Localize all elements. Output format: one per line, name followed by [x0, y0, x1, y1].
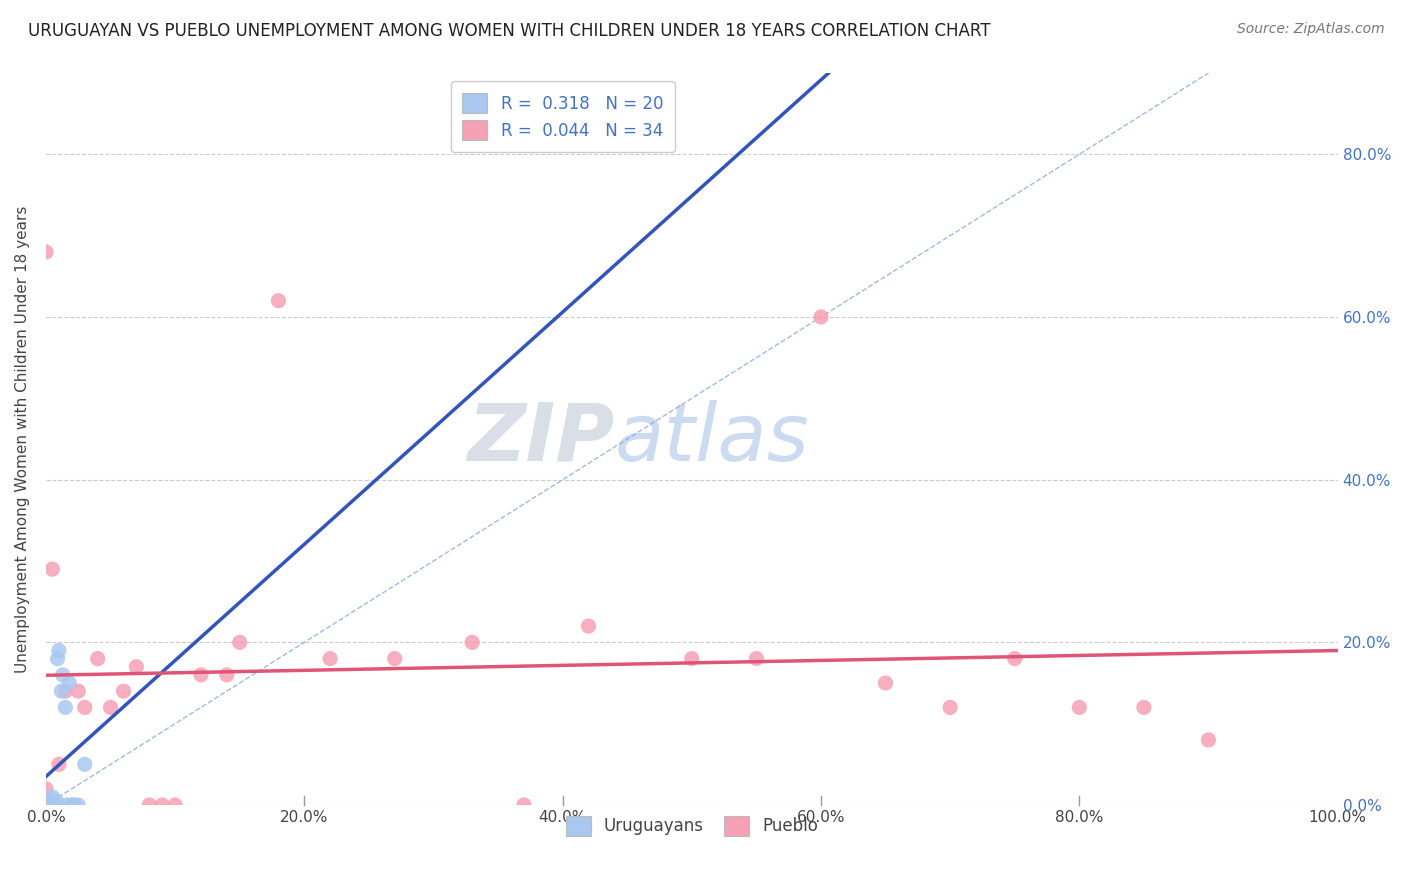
- Point: [1004, 651, 1026, 665]
- Point: [48, 643, 70, 657]
- Point: [60, 797, 83, 812]
- Point: [41, 794, 63, 808]
- Point: [745, 651, 768, 665]
- Point: [35, 797, 58, 812]
- Point: [73, 757, 96, 772]
- Point: [267, 293, 290, 308]
- Point: [58, 676, 80, 690]
- Point: [41, 562, 63, 576]
- Point: [35, 781, 58, 796]
- Text: ZIP: ZIP: [467, 400, 614, 478]
- Point: [86, 651, 108, 665]
- Point: [190, 668, 212, 682]
- Point: [55, 797, 77, 812]
- Text: Source: ZipAtlas.com: Source: ZipAtlas.com: [1237, 22, 1385, 37]
- Point: [53, 700, 76, 714]
- Point: [44, 797, 66, 812]
- Point: [1069, 700, 1091, 714]
- Point: [513, 797, 536, 812]
- Point: [112, 684, 135, 698]
- Point: [165, 797, 187, 812]
- Point: [48, 757, 70, 772]
- Point: [461, 635, 484, 649]
- Point: [51, 684, 73, 698]
- Y-axis label: Unemployment Among Women with Children Under 18 years: Unemployment Among Women with Children U…: [15, 205, 30, 673]
- Point: [681, 651, 703, 665]
- Point: [39, 797, 62, 812]
- Point: [319, 651, 342, 665]
- Point: [45, 794, 67, 808]
- Point: [228, 635, 250, 649]
- Point: [63, 797, 86, 812]
- Point: [46, 651, 69, 665]
- Point: [35, 244, 58, 259]
- Point: [215, 668, 238, 682]
- Point: [38, 797, 60, 812]
- Point: [1198, 733, 1220, 747]
- Point: [810, 310, 832, 324]
- Point: [138, 797, 160, 812]
- Point: [100, 700, 122, 714]
- Text: URUGUAYAN VS PUEBLO UNEMPLOYMENT AMONG WOMEN WITH CHILDREN UNDER 18 YEARS CORREL: URUGUAYAN VS PUEBLO UNEMPLOYMENT AMONG W…: [28, 22, 991, 40]
- Legend: Uruguayans, Pueblo: Uruguayans, Pueblo: [557, 807, 827, 844]
- Point: [125, 659, 148, 673]
- Point: [73, 700, 96, 714]
- Point: [41, 789, 63, 804]
- Point: [150, 797, 173, 812]
- Point: [67, 797, 90, 812]
- Point: [38, 794, 60, 808]
- Point: [384, 651, 406, 665]
- Point: [875, 676, 897, 690]
- Point: [35, 797, 58, 812]
- Point: [52, 668, 75, 682]
- Point: [67, 684, 90, 698]
- Point: [578, 619, 600, 633]
- Point: [939, 700, 962, 714]
- Point: [60, 797, 83, 812]
- Point: [35, 794, 58, 808]
- Point: [1133, 700, 1156, 714]
- Point: [53, 684, 76, 698]
- Text: atlas: atlas: [614, 400, 808, 478]
